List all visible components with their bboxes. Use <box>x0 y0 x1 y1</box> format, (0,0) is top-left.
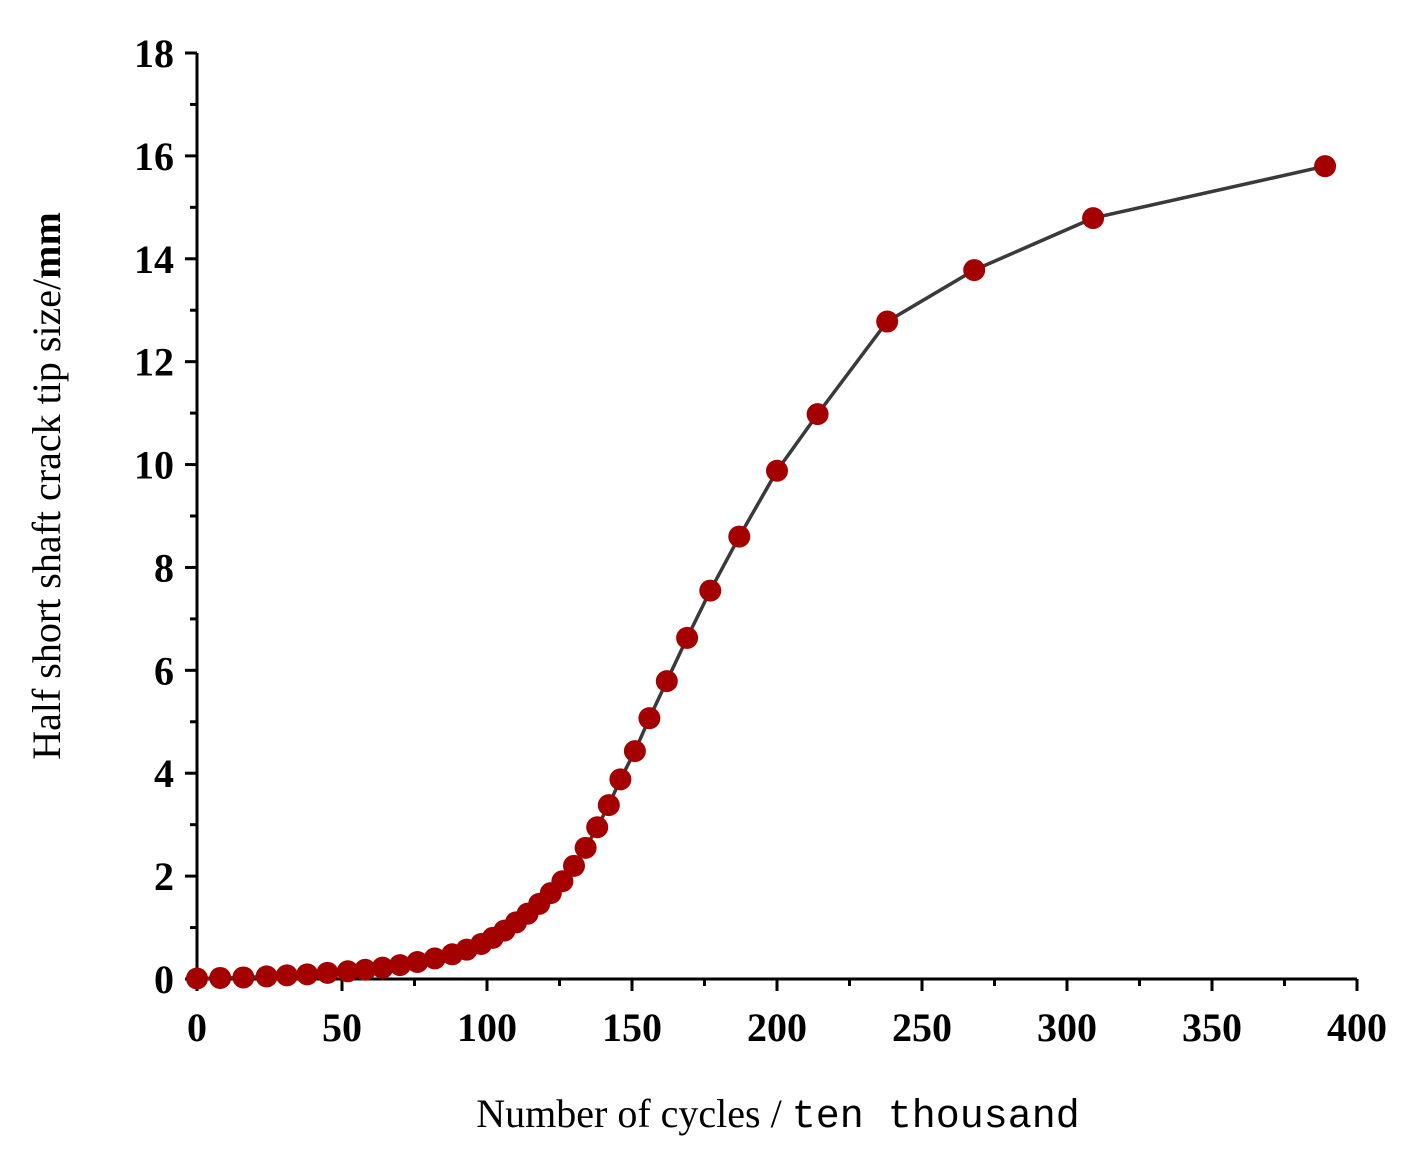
data-point <box>963 259 986 282</box>
data-point <box>876 310 899 333</box>
x-tick-label: 400 <box>1327 1005 1387 1050</box>
data-point <box>655 670 678 693</box>
y-tick-label: 12 <box>134 340 174 385</box>
data-point <box>623 740 646 763</box>
data-point <box>806 403 829 426</box>
series-line <box>196 164 1326 981</box>
data-point <box>638 707 661 730</box>
data-point <box>209 966 232 989</box>
data-point <box>597 794 620 817</box>
y-tick-label: 14 <box>134 237 174 282</box>
data-point <box>1314 155 1337 178</box>
data-point <box>336 960 359 983</box>
data-markers <box>186 155 1337 990</box>
x-tick-label: 350 <box>1182 1005 1242 1050</box>
y-tick-label: 8 <box>154 545 174 590</box>
data-point <box>371 956 394 979</box>
x-tick-label: 250 <box>892 1005 952 1050</box>
y-tick-label: 4 <box>154 751 174 796</box>
data-point <box>232 966 255 989</box>
data-point <box>563 854 585 877</box>
data-point <box>275 964 298 987</box>
data-point <box>423 947 446 970</box>
x-axis-title-unit: ten thousand <box>792 1095 1080 1140</box>
y-tick-label: 16 <box>134 134 174 179</box>
data-point <box>574 836 597 859</box>
data-point <box>406 951 429 974</box>
data-point <box>316 961 339 984</box>
data-point <box>676 626 699 649</box>
y-axis-title-unit: mm <box>24 212 69 279</box>
data-point <box>1082 207 1105 230</box>
x-tick-label: 0 <box>187 1005 207 1050</box>
x-axis-title-main: Number of cycles / <box>476 1091 791 1136</box>
y-tick-label: 18 <box>134 31 174 76</box>
y-tick-label: 2 <box>154 854 174 899</box>
axes <box>195 53 1357 981</box>
data-point <box>296 963 319 986</box>
data-point <box>728 525 751 548</box>
y-axis-ticks: 0 2 4 6 8 10 12 14 16 18 <box>134 31 197 1002</box>
y-axis-title-main: Half short shaft crack tip size/ <box>24 278 69 760</box>
x-tick-label: 150 <box>602 1005 662 1050</box>
data-point <box>186 967 208 990</box>
data-point <box>609 768 632 791</box>
data-point <box>551 870 574 893</box>
y-tick-label: 10 <box>134 443 174 488</box>
y-tick-label: 6 <box>154 648 174 693</box>
data-point <box>255 965 278 988</box>
y-tick-label: 0 <box>154 957 174 1002</box>
x-tick-label: 300 <box>1037 1005 1097 1050</box>
data-point <box>586 816 609 839</box>
x-axis-ticks: 0 50 100 150 200 250 300 350 400 <box>187 979 1387 1050</box>
x-axis-title: Number of cycles / ten thousand <box>476 1091 1080 1140</box>
data-point <box>766 459 788 482</box>
y-axis-title: Half short shaft crack tip size/mm <box>24 212 69 760</box>
data-point <box>699 579 722 602</box>
data-point <box>354 958 377 981</box>
x-tick-label: 200 <box>747 1005 807 1050</box>
data-point <box>389 954 411 977</box>
x-tick-label: 50 <box>322 1005 362 1050</box>
x-tick-label: 100 <box>457 1005 517 1050</box>
